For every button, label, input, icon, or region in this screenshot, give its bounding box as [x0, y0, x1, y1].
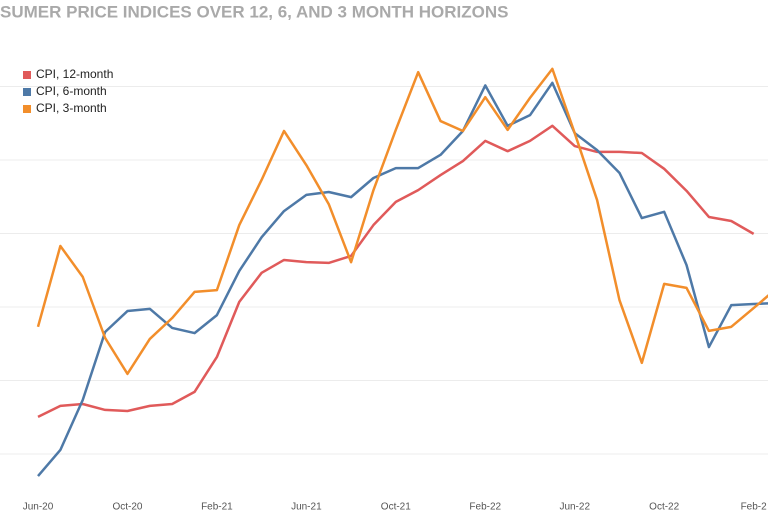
x-tick-label: Jun-21 [291, 502, 322, 512]
legend-label: CPI, 12-month [36, 67, 113, 81]
chart-title: SUMER PRICE INDICES OVER 12, 6, AND 3 MO… [0, 2, 509, 21]
series-line [37, 124, 755, 419]
x-tick-label: Feb-21 [201, 502, 233, 512]
series-line [37, 81, 768, 477]
x-tick-label: Oct-21 [381, 502, 411, 512]
x-tick-label: Jun-20 [23, 502, 54, 512]
x-tick-label: Oct-22 [649, 502, 679, 512]
x-tick-label: Jun-22 [559, 502, 590, 512]
legend-swatch [23, 88, 31, 96]
legend-swatch [23, 71, 31, 79]
series-line [36, 67, 768, 376]
x-tick-label: Feb-2 [741, 502, 768, 512]
legend-label: CPI, 3-month [36, 101, 107, 115]
legend-swatch [23, 105, 31, 113]
x-tick-label: Feb-22 [469, 502, 501, 512]
x-tick-label: Oct-20 [112, 502, 142, 512]
legend-label: CPI, 6-month [36, 84, 107, 98]
